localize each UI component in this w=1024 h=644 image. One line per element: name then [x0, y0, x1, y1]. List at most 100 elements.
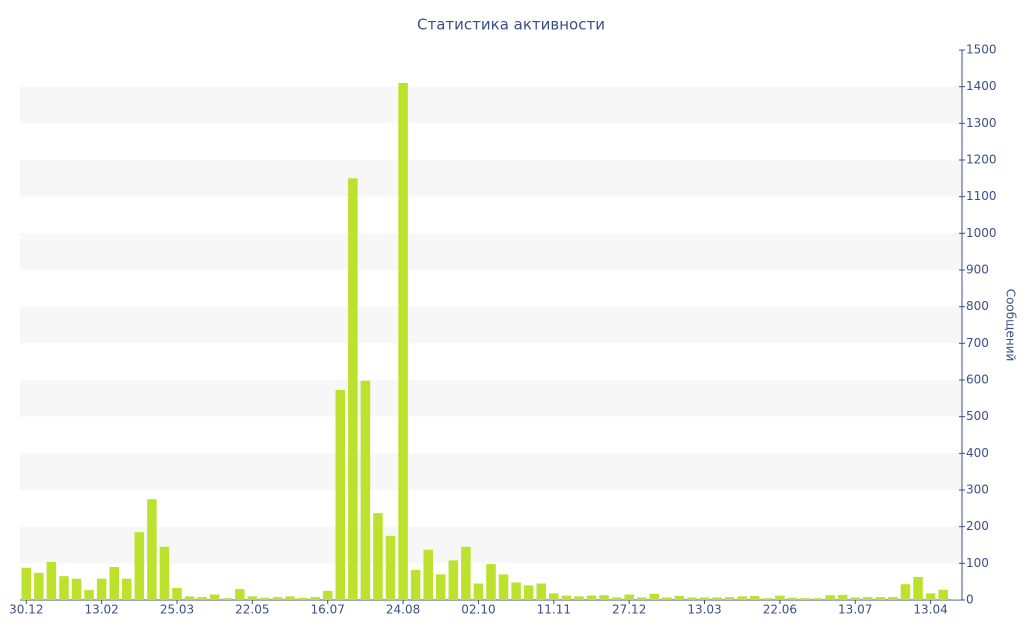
x-tick-label: 22.05	[235, 603, 269, 617]
bar	[523, 585, 534, 600]
bar	[536, 583, 547, 600]
bar	[297, 597, 308, 600]
bar	[624, 594, 634, 600]
bar	[410, 569, 421, 600]
bar	[825, 595, 835, 600]
bar	[511, 582, 521, 600]
grid-band	[20, 526, 962, 564]
bar	[888, 597, 898, 600]
bar	[498, 574, 509, 600]
bar	[636, 597, 647, 600]
bar	[285, 596, 295, 600]
x-tick-label: 24.08	[386, 603, 420, 617]
grid-band	[20, 306, 962, 344]
y-tick-label: 1500	[966, 43, 997, 57]
bar	[737, 596, 747, 600]
y-tick-label: 1000	[966, 226, 997, 240]
y-tick-label: 400	[966, 446, 989, 460]
bar	[71, 578, 82, 600]
bar	[385, 535, 396, 600]
bar	[147, 499, 157, 600]
y-axis-label: Сообщений	[1004, 289, 1018, 362]
bar	[837, 594, 848, 600]
bar	[34, 572, 44, 600]
bar	[448, 560, 459, 600]
y-tick-label: 1300	[966, 116, 997, 130]
x-tick-label: 13.07	[838, 603, 872, 617]
y-tick-label: 800	[966, 299, 989, 313]
bar	[800, 598, 810, 600]
y-tick-label: 600	[966, 373, 989, 387]
bar	[322, 590, 333, 600]
y-tick-label: 500	[966, 409, 989, 423]
bar	[134, 532, 145, 600]
bar	[812, 598, 823, 600]
y-tick-label: 1400	[966, 79, 997, 93]
bar	[172, 587, 182, 600]
bar	[724, 597, 735, 600]
bar	[184, 596, 195, 600]
bar	[348, 178, 358, 601]
bar	[900, 584, 911, 600]
bar	[662, 597, 672, 600]
x-tick-label: 27.12	[612, 603, 646, 617]
bar	[586, 595, 597, 600]
bar	[461, 546, 471, 600]
x-tick-label: 25.03	[160, 603, 194, 617]
bar	[762, 598, 773, 600]
bar	[96, 578, 107, 600]
bar	[435, 574, 446, 600]
y-tick-label: 200	[966, 519, 989, 533]
bar	[84, 590, 94, 600]
bar	[373, 513, 383, 600]
bar	[775, 595, 785, 600]
bar	[473, 583, 484, 600]
bar	[109, 567, 119, 600]
x-tick-label: 02.10	[461, 603, 495, 617]
bar	[398, 83, 408, 600]
bar	[486, 564, 496, 600]
y-tick-label: 900	[966, 263, 989, 277]
grid-band	[20, 86, 962, 124]
y-tick-label: 1100	[966, 189, 997, 203]
bar	[674, 595, 685, 600]
bar	[121, 578, 132, 600]
bar	[235, 589, 245, 600]
bar	[247, 596, 258, 600]
bar	[423, 549, 433, 600]
bar	[197, 597, 207, 600]
bar	[260, 597, 270, 600]
bar	[209, 594, 220, 600]
x-tick-label: 13.04	[913, 603, 947, 617]
x-tick-label: 11.11	[537, 603, 571, 617]
x-tick-label: 13.02	[84, 603, 118, 617]
bar	[875, 597, 886, 600]
y-tick-label: 0	[966, 593, 974, 607]
bar	[46, 561, 57, 600]
x-tick-label: 16.07	[311, 603, 345, 617]
grid-band	[20, 380, 962, 417]
bar	[749, 595, 760, 600]
bar	[335, 389, 346, 600]
x-tick-label: 30.12	[9, 603, 43, 617]
bar	[59, 576, 69, 600]
grid-band	[20, 453, 962, 490]
bar	[599, 595, 609, 600]
grid-band	[20, 233, 962, 270]
bar	[272, 597, 283, 600]
y-tick-label: 100	[966, 556, 989, 570]
bar	[863, 597, 873, 600]
bar	[712, 597, 722, 600]
y-tick-label: 300	[966, 483, 989, 497]
chart-title: Статистика активности	[417, 16, 605, 34]
bar	[549, 593, 559, 600]
y-tick-label: 700	[966, 336, 989, 350]
bar	[611, 597, 622, 600]
bar	[649, 593, 660, 600]
bar	[21, 567, 32, 600]
bar	[561, 595, 572, 600]
grid-band	[20, 160, 962, 197]
y-tick-label: 1200	[966, 153, 997, 167]
bar	[913, 576, 923, 600]
